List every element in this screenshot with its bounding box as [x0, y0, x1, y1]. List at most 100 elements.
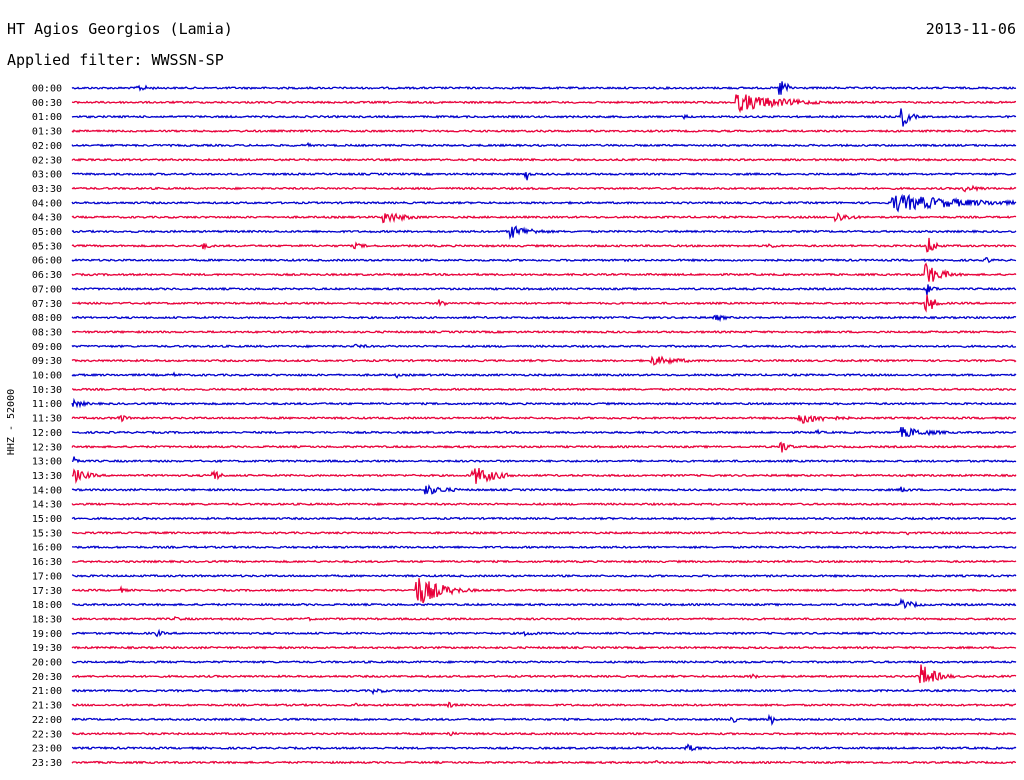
trace-line [71, 387, 1017, 392]
trace-line [71, 516, 1017, 521]
trace-line [71, 530, 1017, 536]
time-label: 01:30 [32, 127, 62, 138]
time-label: 07:00 [32, 284, 62, 295]
trace-line [71, 659, 1017, 665]
time-label: 17:00 [32, 571, 62, 582]
time-label: 12:30 [32, 442, 62, 453]
trace-line [71, 371, 1017, 379]
trace-line [71, 184, 1017, 193]
trace-line [71, 456, 1017, 464]
time-label: 10:30 [32, 385, 62, 396]
trace-line [71, 414, 1017, 424]
trace-line [71, 284, 1017, 296]
time-label: 14:00 [32, 485, 62, 496]
station-title: HT Agios Georgios (Lamia) [7, 20, 233, 38]
trace-line [71, 108, 1017, 127]
channel-label: HHZ - 52000 [6, 389, 17, 455]
time-label: 02:30 [32, 155, 62, 166]
time-label: 20:30 [32, 672, 62, 683]
trace-line [72, 426, 1017, 438]
trace-line [71, 441, 1017, 453]
time-label: 00:00 [32, 84, 62, 95]
time-label: 02:00 [32, 141, 62, 152]
trace-line [71, 237, 1017, 253]
trace-line [71, 628, 1017, 638]
trace-line [71, 225, 1017, 240]
trace-line [71, 262, 1017, 282]
time-label: 11:00 [32, 399, 62, 410]
time-label: 15:00 [32, 514, 62, 525]
trace-line [71, 141, 1017, 148]
time-label: 00:30 [32, 98, 62, 109]
time-label: 08:30 [32, 327, 62, 338]
time-label: 22:00 [32, 715, 62, 726]
trace-line [71, 129, 1017, 134]
time-label: 13:00 [32, 457, 62, 468]
trace-line [71, 81, 1017, 95]
time-label: 15:30 [32, 528, 62, 539]
time-label: 08:00 [32, 313, 62, 324]
trace-line [71, 502, 1017, 507]
trace-line [71, 664, 1017, 684]
time-label: 09:30 [32, 356, 62, 367]
trace-line [71, 343, 1017, 349]
time-label: 23:00 [32, 744, 62, 755]
trace-line [71, 559, 1017, 564]
trace-line [71, 615, 1017, 622]
trace-line [71, 645, 1017, 650]
time-label: 22:30 [32, 729, 62, 740]
time-label: 19:30 [32, 643, 62, 654]
time-label: 20:00 [32, 658, 62, 669]
trace-line [71, 193, 1017, 213]
trace-line [71, 578, 1017, 604]
trace-line [71, 314, 1017, 323]
trace-line [71, 211, 1017, 224]
trace-line [71, 468, 1017, 485]
time-label: 18:30 [32, 614, 62, 625]
time-label: 05:30 [32, 241, 62, 252]
trace-line [71, 760, 1017, 765]
time-label: 03:00 [32, 170, 62, 181]
time-label: 10:00 [32, 371, 62, 382]
trace-line [72, 545, 1017, 550]
time-label: 04:30 [32, 213, 62, 224]
trace-line [71, 701, 1017, 709]
record-date: 2013-11-06 [925, 20, 1016, 38]
time-label: 06:00 [32, 256, 62, 267]
time-label: 16:30 [32, 557, 62, 568]
trace-line [72, 329, 1017, 335]
time-label: 23:30 [32, 758, 62, 769]
trace-line [71, 597, 1017, 610]
time-label: 03:30 [32, 184, 62, 195]
trace-line [71, 294, 1017, 313]
time-label: 11:30 [32, 414, 62, 425]
trace-line [71, 397, 1017, 409]
time-label: 01:00 [32, 112, 62, 123]
trace-line [71, 573, 1017, 579]
trace-line [71, 157, 1017, 162]
trace-line [71, 743, 1017, 752]
time-label: 05:00 [32, 227, 62, 238]
time-label: 16:00 [32, 543, 62, 554]
time-label: 13:30 [32, 471, 62, 482]
time-label: 21:30 [32, 701, 62, 712]
trace-line [71, 257, 1017, 264]
time-label: 21:00 [32, 686, 62, 697]
time-label: 12:00 [32, 428, 62, 439]
time-label: 07:30 [32, 299, 62, 310]
time-label: 14:30 [32, 500, 62, 511]
time-label: 06:30 [32, 270, 62, 281]
trace-line [71, 355, 1017, 366]
time-label: 04:00 [32, 198, 62, 209]
time-label: 18:00 [32, 600, 62, 611]
trace-line [71, 484, 1017, 495]
time-label: 09:00 [32, 342, 62, 353]
time-label: 19:00 [32, 629, 62, 640]
time-label: 17:30 [32, 586, 62, 597]
trace-line [71, 688, 1017, 696]
trace-group: 00:00 00:30 01:00 01:30 02:00 02:30 03:00 03:30… [32, 81, 1017, 769]
trace-line [71, 94, 1017, 114]
trace-line [71, 172, 1017, 181]
filter-label: Applied filter: WWSSN-SP [7, 51, 224, 69]
